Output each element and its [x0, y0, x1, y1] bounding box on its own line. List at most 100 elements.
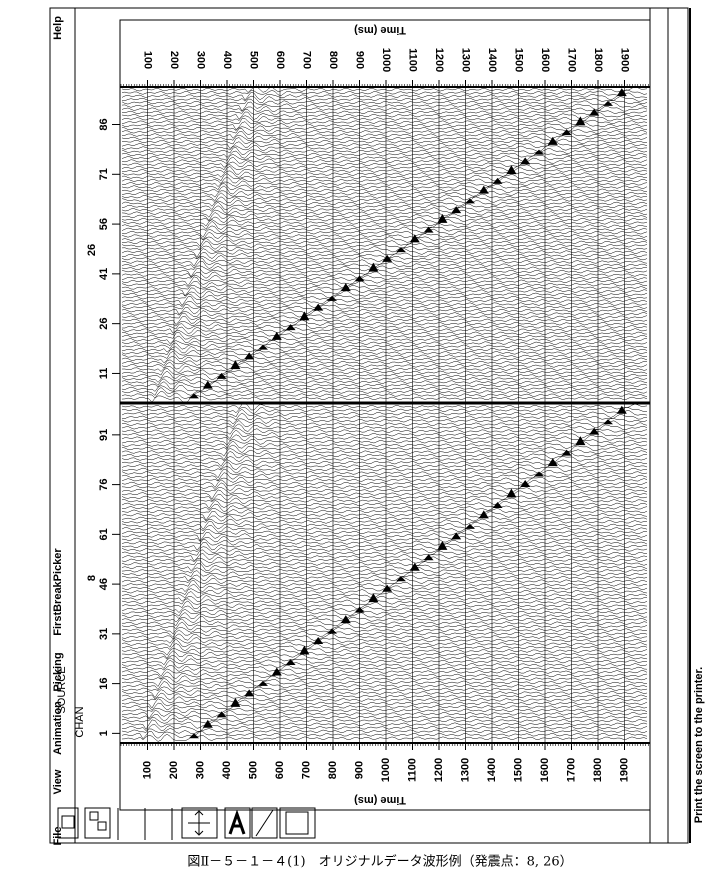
x-tick-label: 500: [248, 51, 260, 69]
trace: [121, 629, 648, 638]
trace: [121, 251, 648, 259]
trace: [121, 487, 648, 495]
trace-fill: [202, 719, 213, 728]
trace: [121, 616, 648, 623]
trace: [121, 518, 648, 526]
trace: [121, 216, 648, 224]
trace-fill: [382, 584, 393, 592]
x-tick-label: 1800: [592, 48, 604, 72]
tool-icon: [255, 809, 274, 837]
trace: [121, 255, 648, 262]
trace: [121, 170, 648, 178]
trace: [121, 309, 648, 318]
tool-button[interactable]: [279, 807, 316, 839]
x-tick-label: 700: [300, 761, 312, 779]
tool-button[interactable]: [57, 807, 79, 839]
trace: [121, 659, 648, 670]
trace-fill: [409, 562, 420, 571]
x-tick-label: 1600: [539, 758, 551, 782]
trace: [121, 335, 648, 345]
trace: [121, 671, 648, 680]
trace: [121, 394, 648, 404]
trace: [122, 287, 648, 297]
x-tick-label: 1300: [460, 48, 472, 72]
trace-fill: [451, 206, 462, 214]
trace: [121, 456, 648, 463]
trace-fill: [561, 129, 572, 136]
trace: [121, 164, 648, 172]
trace-fill: [589, 427, 600, 435]
tool-button[interactable]: [224, 807, 251, 839]
trace: [121, 145, 648, 153]
y-tick-label: 71: [98, 168, 110, 180]
trace: [121, 553, 648, 562]
trace: [122, 618, 648, 627]
x-tick-label: 1700: [565, 758, 577, 782]
trace: [121, 356, 648, 364]
trace: [121, 304, 648, 311]
trace: [121, 731, 648, 740]
trace: [121, 319, 648, 327]
menu-item[interactable]: View: [52, 769, 64, 794]
trace: [121, 444, 648, 453]
trace: [121, 219, 648, 227]
trace-fill: [189, 393, 199, 399]
trace: [121, 350, 648, 361]
x-tick-label: 600: [274, 761, 286, 779]
trace: [121, 402, 648, 411]
window-frame: [49, 7, 689, 844]
trace: [121, 192, 648, 202]
y-tick-label: 61: [98, 528, 110, 540]
waveforms: [121, 86, 648, 742]
trace: [121, 710, 648, 719]
trace: [121, 231, 648, 241]
menu-item[interactable]: Animation: [52, 701, 64, 755]
display-frame: [119, 19, 651, 811]
trace: [122, 366, 648, 373]
trace: [121, 637, 648, 644]
x-tick-label: 100: [141, 761, 153, 779]
x-tick-label: 300: [194, 761, 206, 779]
y-tick-label: 31: [98, 628, 110, 640]
x-tick-label: 1200: [433, 758, 445, 782]
trace: [121, 271, 648, 279]
axis-title: Time (ms): [354, 794, 406, 806]
trace: [121, 180, 648, 187]
trace-fill: [396, 576, 406, 582]
trace: [121, 707, 648, 714]
tool-button[interactable]: [84, 807, 111, 839]
status-text: Print the screen to the printer.: [693, 667, 705, 823]
trace: [121, 240, 648, 250]
trace: [122, 323, 648, 331]
y-tick-label: 41: [98, 268, 110, 280]
trace: [121, 668, 648, 677]
trace-fill: [437, 540, 448, 550]
y-tick-label: 1: [98, 730, 110, 736]
trace: [121, 201, 648, 210]
tool-button[interactable]: [181, 807, 218, 839]
menu-item[interactable]: Picking: [52, 652, 64, 691]
trace: [121, 539, 648, 546]
trace: [121, 248, 648, 258]
trace-fill: [437, 213, 448, 223]
trace: [121, 482, 648, 492]
trace: [121, 692, 648, 701]
trace: [121, 717, 648, 724]
menu-item[interactable]: FirstBreakPicker: [52, 548, 64, 636]
trace: [121, 95, 648, 104]
trace: [121, 520, 648, 530]
x-tick-label: 1600: [539, 48, 551, 72]
trace: [121, 605, 648, 613]
trace: [121, 638, 648, 648]
menu-item[interactable]: Help: [52, 16, 64, 40]
trace-fill: [478, 185, 489, 194]
x-tick-label: 1000: [380, 758, 392, 782]
trace: [121, 566, 648, 574]
x-tick-label: 1200: [433, 48, 445, 72]
trace: [121, 466, 648, 474]
tool-button[interactable]: [251, 807, 278, 839]
menu-item[interactable]: File: [52, 827, 64, 846]
trace: [121, 134, 648, 143]
trace: [121, 125, 648, 132]
trace: [121, 312, 648, 321]
